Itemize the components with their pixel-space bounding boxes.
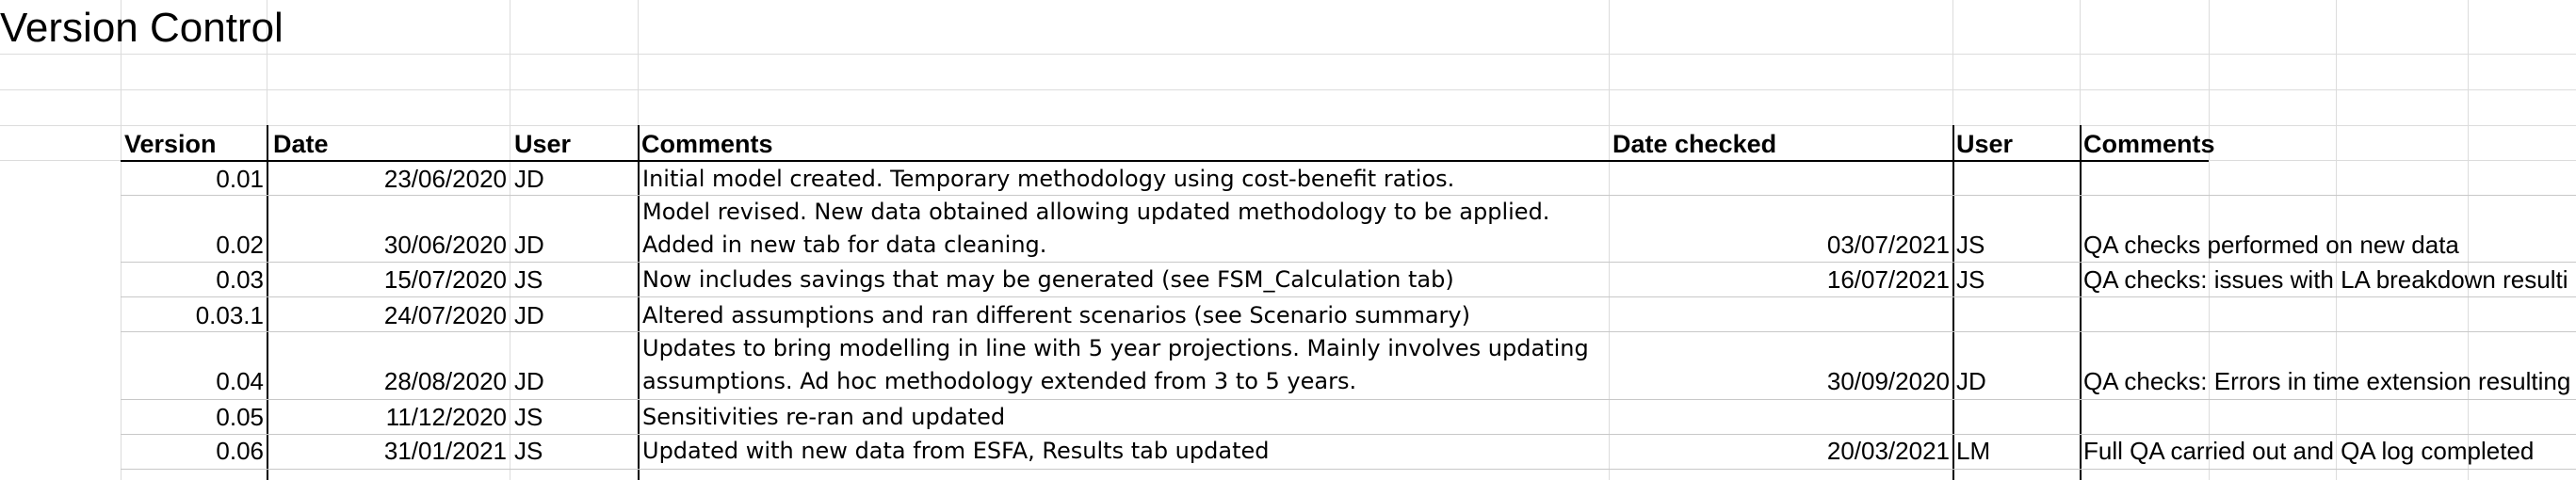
cell-checker[interactable]: JS bbox=[1956, 231, 1985, 259]
header-comments[interactable]: Comments bbox=[641, 130, 773, 158]
cell-comment[interactable]: Altered assumptions and ran different sc… bbox=[642, 302, 1470, 328]
cell-qa-comment[interactable]: QA checks performed on new data bbox=[2083, 231, 2459, 259]
cell-comment-line2[interactable]: Added in new tab for data cleaning. bbox=[642, 232, 1047, 258]
cell-date-checked[interactable]: 30/09/2020 bbox=[1826, 367, 1950, 395]
cell-date[interactable]: 30/06/2020 bbox=[383, 231, 507, 259]
cell-comment[interactable]: Initial model created. Temporary methodo… bbox=[642, 166, 1455, 192]
cell-date[interactable]: 15/07/2020 bbox=[383, 265, 507, 294]
cell-comment[interactable]: Sensitivities re-ran and updated bbox=[642, 404, 1006, 430]
cell-version[interactable]: 0.01 bbox=[216, 165, 264, 193]
cell-user[interactable]: JS bbox=[514, 265, 543, 294]
sheet-title: Version Control bbox=[0, 5, 284, 51]
cell-checker[interactable]: JD bbox=[1956, 367, 1986, 395]
cell-checker[interactable]: JS bbox=[1956, 265, 1985, 294]
column-border bbox=[2080, 125, 2082, 480]
column-border bbox=[267, 125, 268, 480]
cell-user[interactable]: JD bbox=[514, 165, 544, 193]
column-border bbox=[638, 125, 640, 480]
cell-qa-comment[interactable]: QA checks: issues with LA breakdown resu… bbox=[2083, 265, 2568, 294]
cell-comment[interactable]: Updates to bring modelling in line with … bbox=[642, 335, 1589, 361]
header-checker[interactable]: User bbox=[1956, 130, 2014, 158]
row-border bbox=[121, 399, 2576, 400]
cell-user[interactable]: JD bbox=[514, 231, 544, 259]
row-border bbox=[121, 195, 2576, 196]
cell-version[interactable]: 0.04 bbox=[216, 367, 264, 395]
cell-date-checked[interactable]: 16/07/2021 bbox=[1826, 265, 1950, 294]
cell-date[interactable]: 11/12/2020 bbox=[385, 403, 507, 431]
cell-date[interactable]: 28/08/2020 bbox=[383, 367, 507, 395]
cell-checker[interactable]: LM bbox=[1956, 437, 1991, 465]
cell-comment[interactable]: Model revised. New data obtained allowin… bbox=[642, 199, 1550, 225]
cell-user[interactable]: JS bbox=[514, 403, 543, 431]
row-border bbox=[121, 469, 2576, 470]
header-version[interactable]: Version bbox=[124, 130, 217, 158]
cell-user[interactable]: JS bbox=[514, 437, 543, 465]
cell-qa-comment[interactable]: Full QA carried out and QA log completed bbox=[2083, 437, 2535, 465]
cell-version[interactable]: 0.06 bbox=[216, 437, 264, 465]
header-date[interactable]: Date bbox=[273, 130, 329, 158]
cell-date[interactable]: 23/06/2020 bbox=[383, 165, 507, 193]
cell-user[interactable]: JD bbox=[514, 367, 544, 395]
header-user[interactable]: User bbox=[514, 130, 572, 158]
row-border bbox=[121, 262, 2576, 263]
header-border bbox=[121, 160, 2209, 162]
header-qa-comments[interactable]: Comments bbox=[2083, 130, 2215, 158]
row-border bbox=[121, 331, 2576, 332]
cell-version[interactable]: 0.03 bbox=[216, 265, 264, 294]
cell-date[interactable]: 24/07/2020 bbox=[383, 301, 507, 329]
header-date-checked[interactable]: Date checked bbox=[1612, 130, 1777, 158]
cell-comment[interactable]: Now includes savings that may be generat… bbox=[642, 266, 1454, 293]
cell-version[interactable]: 0.03.1 bbox=[195, 301, 264, 329]
row-border bbox=[121, 296, 2576, 297]
column-border bbox=[1952, 125, 1954, 480]
cell-qa-comment[interactable]: QA checks: Errors in time extension resu… bbox=[2083, 367, 2571, 395]
cell-date-checked[interactable]: 20/03/2021 bbox=[1826, 437, 1950, 465]
cell-date-checked[interactable]: 03/07/2021 bbox=[1826, 231, 1950, 259]
cell-comment[interactable]: Updated with new data from ESFA, Results… bbox=[642, 438, 1270, 464]
cell-user[interactable]: JD bbox=[514, 301, 544, 329]
cell-date[interactable]: 31/01/2021 bbox=[383, 437, 507, 465]
cell-version[interactable]: 0.05 bbox=[216, 403, 264, 431]
cell-version[interactable]: 0.02 bbox=[216, 231, 264, 259]
row-border bbox=[121, 434, 2576, 435]
cell-comment-line2[interactable]: assumptions. Ad hoc methodology extended… bbox=[642, 368, 1357, 394]
